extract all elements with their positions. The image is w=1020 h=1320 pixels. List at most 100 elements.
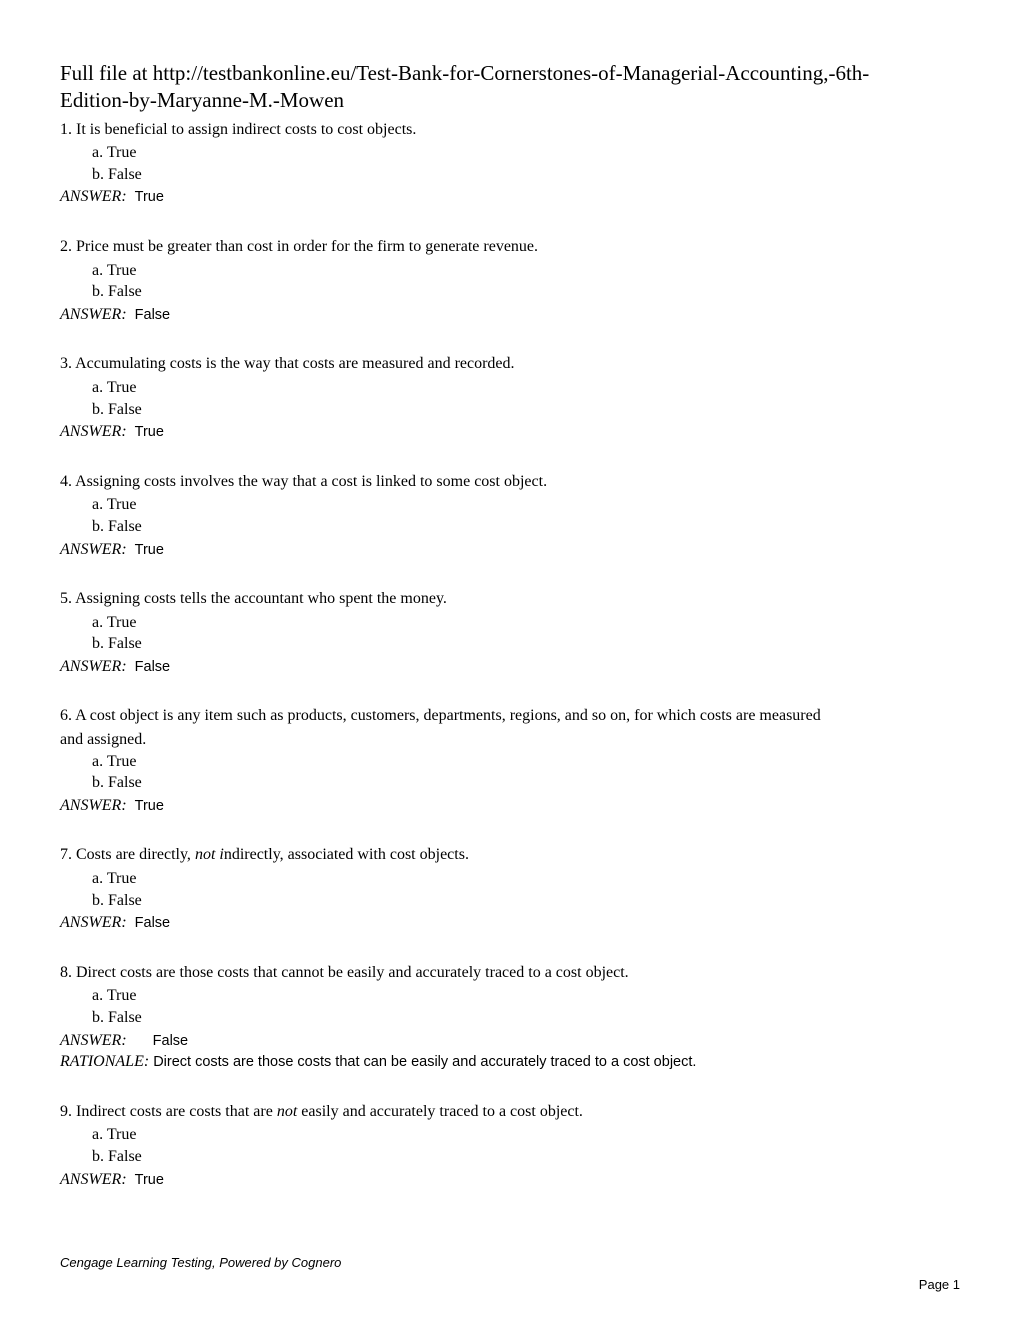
option-a: a. True (92, 1124, 960, 1146)
option-letter: a. (92, 753, 103, 770)
option-letter: b. (92, 1148, 104, 1165)
option-a: a. True (92, 142, 960, 164)
answer-line: ANSWER: True (60, 539, 960, 561)
question-text: 9. Indirect costs are costs that are not… (60, 1101, 960, 1123)
option-letter: a. (92, 614, 103, 631)
answer-value: True (135, 424, 164, 440)
option-letter: b. (92, 774, 104, 791)
question-content: Accumulating costs is the way that costs… (75, 355, 514, 372)
question-number: 2. (60, 238, 72, 255)
option-b: b. False (92, 164, 960, 186)
question-number: 3. (60, 355, 72, 372)
option-b: b. False (92, 772, 960, 794)
answer-line: ANSWER: False (60, 656, 960, 678)
option-letter: b. (92, 283, 104, 300)
question-text: 8. Direct costs are those costs that can… (60, 962, 960, 984)
question-text-before: Indirect costs are costs that are (76, 1103, 277, 1120)
option-text: True (107, 753, 137, 770)
answer-line: ANSWER: True (60, 186, 960, 208)
question-text: 2. Price must be greater than cost in or… (60, 236, 960, 258)
answer-line: ANSWER: False (60, 304, 960, 326)
option-a: a. True (92, 377, 960, 399)
option-letter: b. (92, 166, 104, 183)
question-text: 5. Assigning costs tells the accountant … (60, 588, 960, 610)
question-number: 5. (60, 590, 72, 607)
question-content: It is beneficial to assign indirect cost… (76, 121, 416, 138)
question-text: 3. Accumulating costs is the way that co… (60, 353, 960, 375)
answer-line: ANSWER: True (60, 421, 960, 443)
option-text: False (108, 892, 142, 909)
rationale-line: RATIONALE: Direct costs are those costs … (60, 1051, 960, 1073)
option-b: b. False (92, 281, 960, 303)
question-content: Price must be greater than cost in order… (76, 238, 538, 255)
option-letter: a. (92, 987, 103, 1004)
question-4: 4. Assigning costs involves the way that… (60, 471, 960, 560)
option-letter: a. (92, 870, 103, 887)
option-text: False (108, 401, 142, 418)
option-b: b. False (92, 399, 960, 421)
question-text-italic: not i (195, 846, 224, 863)
question-content-line1: A cost object is any item such as produc… (75, 707, 821, 724)
option-text: False (108, 774, 142, 791)
option-letter: a. (92, 379, 103, 396)
option-letter: b. (92, 1009, 104, 1026)
option-text: False (108, 166, 142, 183)
answer-value: True (135, 542, 164, 558)
option-b: b. False (92, 633, 960, 655)
question-content: Direct costs are those costs that cannot… (76, 964, 629, 981)
option-text: True (107, 987, 137, 1004)
question-9: 9. Indirect costs are costs that are not… (60, 1101, 960, 1190)
option-a: a. True (92, 985, 960, 1007)
option-text: True (107, 262, 137, 279)
question-number: 1. (60, 121, 72, 138)
option-a: a. True (92, 612, 960, 634)
option-text: True (107, 870, 137, 887)
question-text-after: ndirectly, associated with cost objects. (224, 846, 469, 863)
footer-left: Cengage Learning Testing, Powered by Cog… (60, 1255, 341, 1270)
option-a: a. True (92, 260, 960, 282)
option-text: False (108, 635, 142, 652)
answer-label: ANSWER: (60, 797, 127, 814)
option-text: True (107, 614, 137, 631)
option-letter: b. (92, 635, 104, 652)
question-2: 2. Price must be greater than cost in or… (60, 236, 960, 325)
question-8: 8. Direct costs are those costs that can… (60, 962, 960, 1073)
answer-label: ANSWER: (60, 914, 127, 931)
answer-value: True (135, 1172, 164, 1188)
option-letter: a. (92, 496, 103, 513)
answer-value: False (153, 1033, 188, 1049)
question-text: 4. Assigning costs involves the way that… (60, 471, 960, 493)
option-b: b. False (92, 1007, 960, 1029)
question-number: 4. (60, 473, 72, 490)
option-letter: a. (92, 262, 103, 279)
header-line-2: Edition-by-Maryanne-M.-Mowen (60, 87, 960, 114)
question-6: 6. A cost object is any item such as pro… (60, 705, 960, 816)
option-a: a. True (92, 868, 960, 890)
question-text: 1. It is beneficial to assign indirect c… (60, 119, 960, 141)
option-text: False (108, 518, 142, 535)
rationale-text: Direct costs are those costs that can be… (153, 1054, 696, 1070)
answer-value: True (135, 798, 164, 814)
question-content-line2: and assigned. (60, 729, 960, 751)
answer-label: ANSWER: (60, 423, 127, 440)
question-content: Assigning costs involves the way that a … (75, 473, 547, 490)
option-text: False (108, 1009, 142, 1026)
question-text-italic: not (277, 1103, 297, 1120)
answer-value: True (135, 189, 164, 205)
option-text: False (108, 1148, 142, 1165)
footer-right: Page 1 (919, 1277, 960, 1292)
option-letter: b. (92, 401, 104, 418)
answer-label: ANSWER: (60, 306, 127, 323)
question-1: 1. It is beneficial to assign indirect c… (60, 119, 960, 208)
answer-value: False (135, 915, 170, 931)
option-letter: a. (92, 144, 103, 161)
option-a: a. True (92, 751, 960, 773)
answer-value: False (135, 659, 170, 675)
rationale-label: RATIONALE: (60, 1053, 149, 1070)
option-letter: b. (92, 892, 104, 909)
option-text: True (107, 379, 137, 396)
question-number: 9. (60, 1103, 72, 1120)
document-header: Full file at http://testbankonline.eu/Te… (60, 60, 960, 115)
question-number: 6. (60, 707, 72, 724)
answer-label: ANSWER: (60, 188, 127, 205)
